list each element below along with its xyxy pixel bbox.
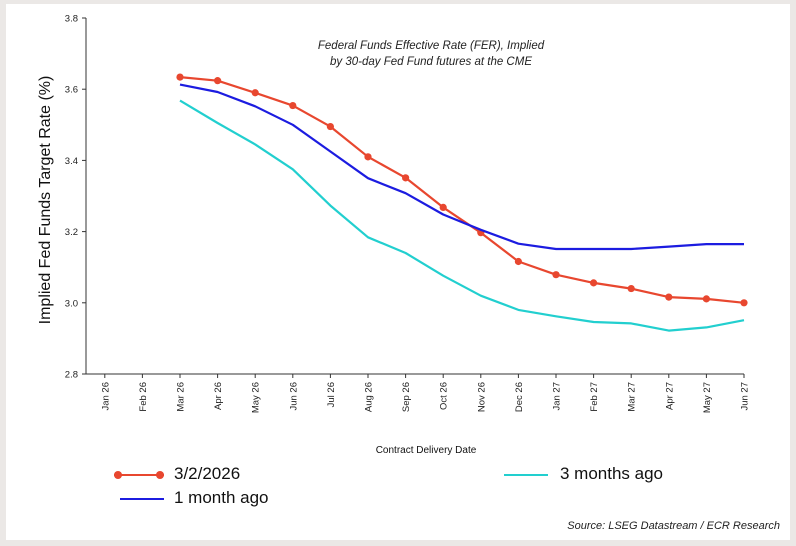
- x-tick-label: Jan 27: [552, 382, 563, 411]
- x-tick-label: Jun 27: [740, 382, 751, 411]
- x-tick-label: Sep 26: [401, 382, 412, 412]
- chart-title-line-1: Federal Funds Effective Rate (FER), Impl…: [318, 40, 545, 52]
- data-point-3-2-2026: [702, 295, 711, 303]
- chart-title-line-2: by 30-day Fed Fund futures at the CME: [330, 56, 532, 68]
- data-point-3-2-2026: [665, 293, 673, 301]
- x-tick-label: Jan 26: [100, 382, 111, 411]
- y-tick-label: 3.6: [65, 85, 78, 96]
- x-tick-label: Apr 27: [664, 382, 675, 410]
- data-point-3-2-2026: [439, 203, 447, 211]
- data-point-3-2-2026: [326, 122, 334, 131]
- y-tick-label: 2.8: [65, 370, 78, 381]
- y-tick-label: 3.0: [65, 298, 78, 309]
- x-tick-label: Oct 26: [439, 382, 450, 410]
- series-line-3-months-ago: [179, 99, 745, 332]
- data-point-3-2-2026: [590, 279, 598, 287]
- data-point-3-2-2026: [364, 153, 372, 161]
- legend-swatch-red-marker-line: [114, 468, 164, 482]
- x-axis-title: Contract Delivery Date: [376, 445, 477, 456]
- data-point-3-2-2026: [514, 257, 522, 266]
- source-note: Source: LSEG Datastream / ECR Research: [567, 520, 780, 532]
- x-tick-label: Feb 27: [589, 382, 600, 412]
- x-tick-label: Jun 26: [288, 382, 299, 411]
- data-point-3-2-2026: [214, 77, 222, 85]
- x-tick-label: Apr 26: [213, 382, 224, 410]
- data-point-3-2-2026: [289, 101, 297, 110]
- data-point-3-2-2026: [740, 299, 748, 307]
- series-line-3-2-2026: [179, 76, 745, 304]
- data-point-3-2-2026: [251, 89, 259, 97]
- x-tick-label: Mar 27: [627, 382, 638, 412]
- chart-title: Federal Funds Effective Rate (FER), Impl…: [318, 40, 545, 68]
- y-tick-label: 3.4: [65, 156, 78, 167]
- x-tick-label: Feb 26: [138, 382, 149, 412]
- series-line-1-month-ago: [179, 83, 744, 251]
- x-tick-label: Nov 26: [476, 382, 487, 412]
- legend-label-1-month-ago: 1 month ago: [174, 488, 269, 507]
- legend-label-3-months-ago: 3 months ago: [560, 464, 664, 483]
- legend-item-3-months-ago: 3 months ago: [504, 464, 663, 484]
- x-tick-label: Aug 26: [364, 382, 375, 412]
- data-point-3-2-2026: [402, 174, 410, 182]
- y-tick-label: 3.8: [65, 14, 78, 25]
- x-tick-label: May 26: [251, 382, 262, 413]
- data-point-3-2-2026: [552, 271, 560, 279]
- y-axis-title: Implied Fed Funds Target Rate (%): [37, 76, 54, 325]
- y-tick-label: 3.2: [65, 227, 78, 238]
- x-tick-label: Jul 26: [326, 382, 337, 407]
- chart-card: Federal Funds Effective Rate (FER), Impl…: [6, 4, 790, 540]
- legend-item-1-month-ago: 1 month ago: [120, 488, 269, 508]
- x-tick-label: May 27: [702, 382, 713, 413]
- x-tick-label: Dec 26: [514, 382, 525, 412]
- line-chart: Federal Funds Effective Rate (FER), Impl…: [37, 14, 751, 457]
- data-point-3-2-2026: [627, 284, 635, 293]
- x-tick-label: Mar 26: [176, 382, 187, 412]
- legend-swatch-blue-line: [120, 492, 164, 506]
- legend-item-3-2-2026: 3/2/2026: [114, 464, 240, 484]
- legend-label-3-2-2026: 3/2/2026: [174, 464, 241, 483]
- legend-swatch-cyan-line: [504, 468, 548, 482]
- data-point-3-2-2026: [176, 73, 184, 81]
